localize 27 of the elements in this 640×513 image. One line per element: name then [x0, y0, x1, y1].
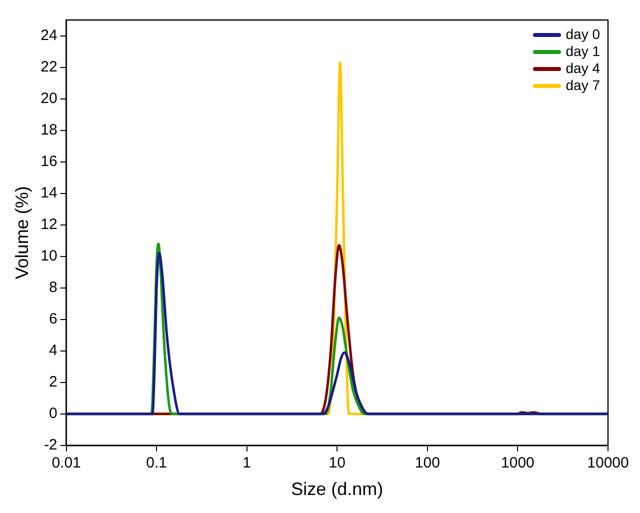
legend-label: day 4: [566, 60, 600, 77]
legend-label: day 1: [566, 43, 600, 60]
y-tick-label: 0: [48, 405, 58, 422]
legend-label: day 7: [566, 77, 600, 94]
x-tick-label: 1: [242, 454, 252, 472]
x-tick-label: 10000: [587, 454, 629, 472]
y-tick-label: 24: [40, 26, 58, 44]
y-tick-label: 6: [48, 310, 58, 328]
y-tick-label: 12: [40, 216, 58, 233]
y-tick-label: 14: [40, 184, 58, 202]
x-tick-label: 1000: [501, 454, 534, 472]
y-tick-label: 22: [40, 58, 58, 76]
y-tick-label: 18: [40, 121, 58, 138]
x-axis-title: Size (d.nm): [291, 479, 384, 500]
x-tick-label: 0.1: [146, 454, 167, 472]
y-axis-title: Volume (%): [12, 186, 32, 280]
legend-label: day 0: [566, 26, 600, 43]
y-tick-label: 16: [40, 152, 58, 170]
x-tick-label: 100: [414, 454, 440, 472]
x-tick-label: 10: [328, 454, 346, 472]
y-tick-label: 8: [48, 278, 58, 296]
y-tick-label: 20: [40, 90, 58, 107]
y-tick-label: 4: [48, 342, 58, 360]
y-tick-label: -2: [44, 436, 58, 454]
y-tick-label: 2: [48, 374, 58, 391]
y-tick-label: 10: [40, 247, 58, 264]
x-tick-label: 0.01: [52, 454, 81, 472]
